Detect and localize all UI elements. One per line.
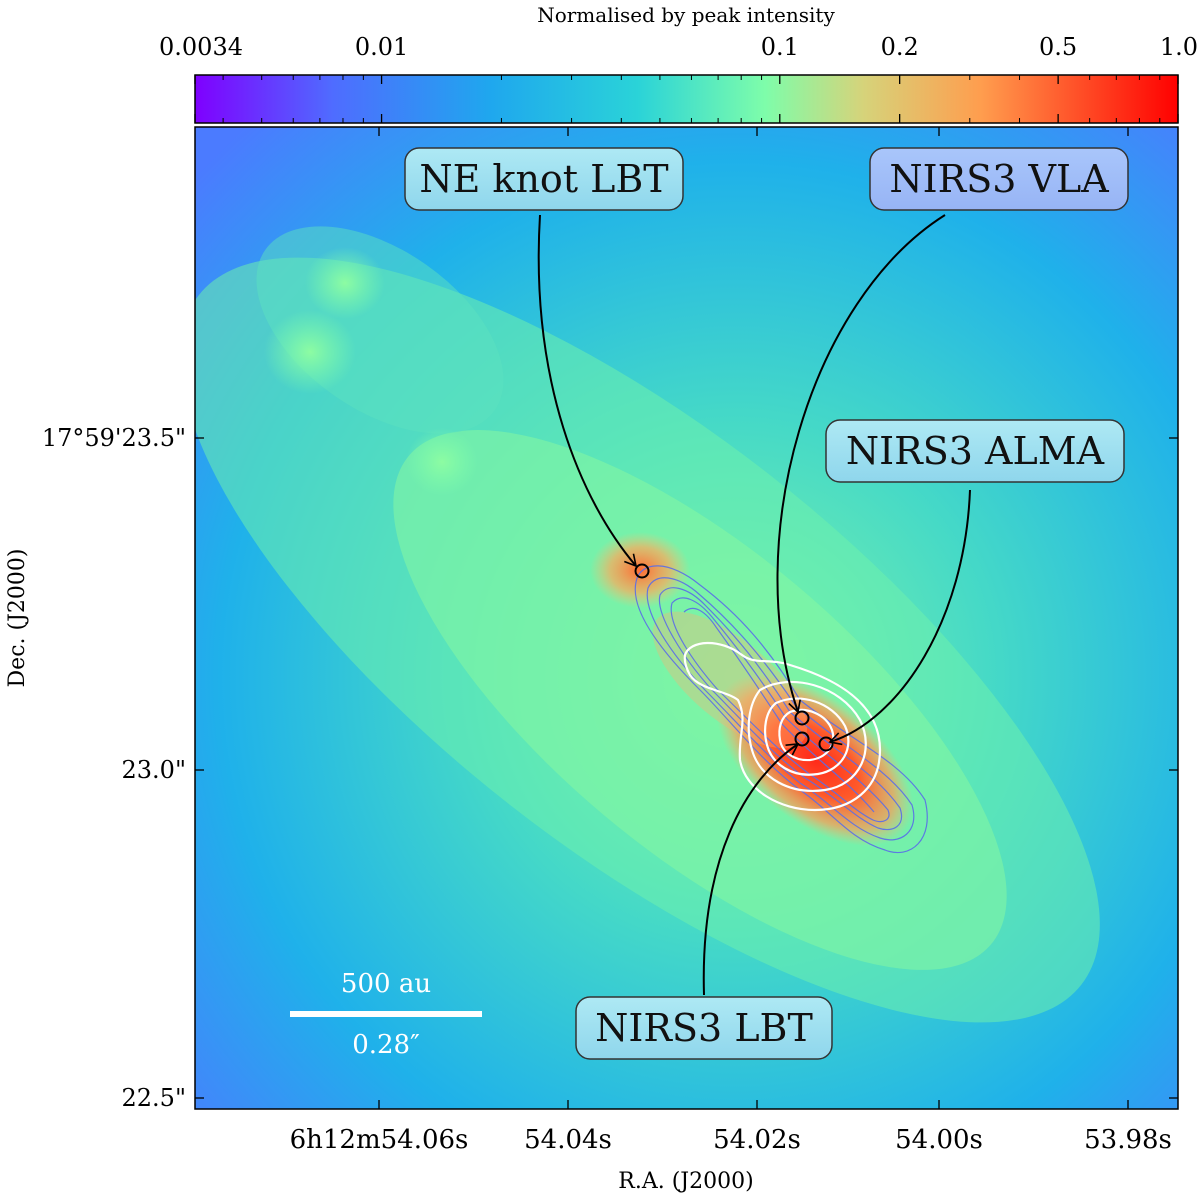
x-axis-label: R.A. (J2000) — [618, 1169, 753, 1194]
y-tick-label: 22.5" — [122, 1084, 186, 1112]
colorbar-tick-label: 0.0034 — [159, 33, 243, 61]
scalebar-top-label: 500 au — [341, 969, 431, 999]
label-nirs3-alma: NIRS3 ALMA — [825, 419, 1125, 483]
plot-frame — [194, 126, 1179, 1110]
marker-ne-knot — [634, 563, 650, 579]
x-axis-ticks: 6h12m54.06s 54.04s 54.02s 54.00s 53.98s — [290, 127, 1172, 1155]
y-axis-ticks: 17°59'23.5" 23.0" 22.5" — [42, 424, 1178, 1112]
marker-nirs3-lbt — [794, 731, 810, 747]
x-tick-label: 6h12m54.06s — [290, 1125, 469, 1155]
ne-blob-2 — [264, 310, 356, 394]
colorbar-gradient — [194, 74, 1179, 124]
colorbar-tick-label: 0.5 — [1039, 33, 1077, 61]
colorbar-ticks: 0.0034 0.01 0.1 0.2 0.5 1.0 — [159, 33, 1198, 123]
white-contours — [683, 641, 882, 812]
colorbar: Normalised by peak intensity 0.0034 0.01 0… — [159, 3, 1198, 124]
x-tick-label: 53.98s — [1084, 1125, 1172, 1155]
colorbar-tick-label: 0.01 — [355, 33, 408, 61]
x-tick-label: 54.00s — [895, 1125, 983, 1155]
y-axis-label: Dec. (J2000) — [5, 549, 30, 688]
colorbar-label: Normalised by peak intensity — [537, 3, 835, 27]
colorbar-tick-label: 0.1 — [761, 33, 799, 61]
scale-bar: 500 au 0.28″ — [290, 969, 482, 1060]
scalebar-bottom-label: 0.28″ — [352, 1030, 420, 1060]
svg-text:NIRS3 ALMA: NIRS3 ALMA — [846, 429, 1105, 473]
x-tick-label: 54.04s — [524, 1125, 612, 1155]
marker-nirs3-vla — [794, 710, 810, 726]
svg-text:NIRS3 VLA: NIRS3 VLA — [889, 157, 1109, 201]
label-nirs3-vla: NIRS3 VLA — [869, 147, 1129, 211]
colorbar-tick-label: 1.0 — [1160, 33, 1198, 61]
ne-blob-1 — [305, 247, 385, 319]
svg-text:NIRS3 LBT: NIRS3 LBT — [595, 1006, 813, 1050]
svg-text:NE knot LBT: NE knot LBT — [419, 157, 668, 201]
y-tick-label: 23.0" — [122, 756, 186, 784]
image-panel: 500 au 0.28″ — [195, 127, 1178, 1109]
label-ne-knot: NE knot LBT — [404, 147, 684, 211]
label-nirs3-lbt: NIRS3 LBT — [575, 996, 833, 1060]
x-tick-label: 54.02s — [713, 1125, 801, 1155]
annotation-arrows — [537, 214, 971, 996]
ne-blob-3 — [406, 428, 478, 496]
y-tick-label: 17°59'23.5" — [42, 424, 186, 452]
colorbar-tick-label: 0.2 — [881, 33, 919, 61]
